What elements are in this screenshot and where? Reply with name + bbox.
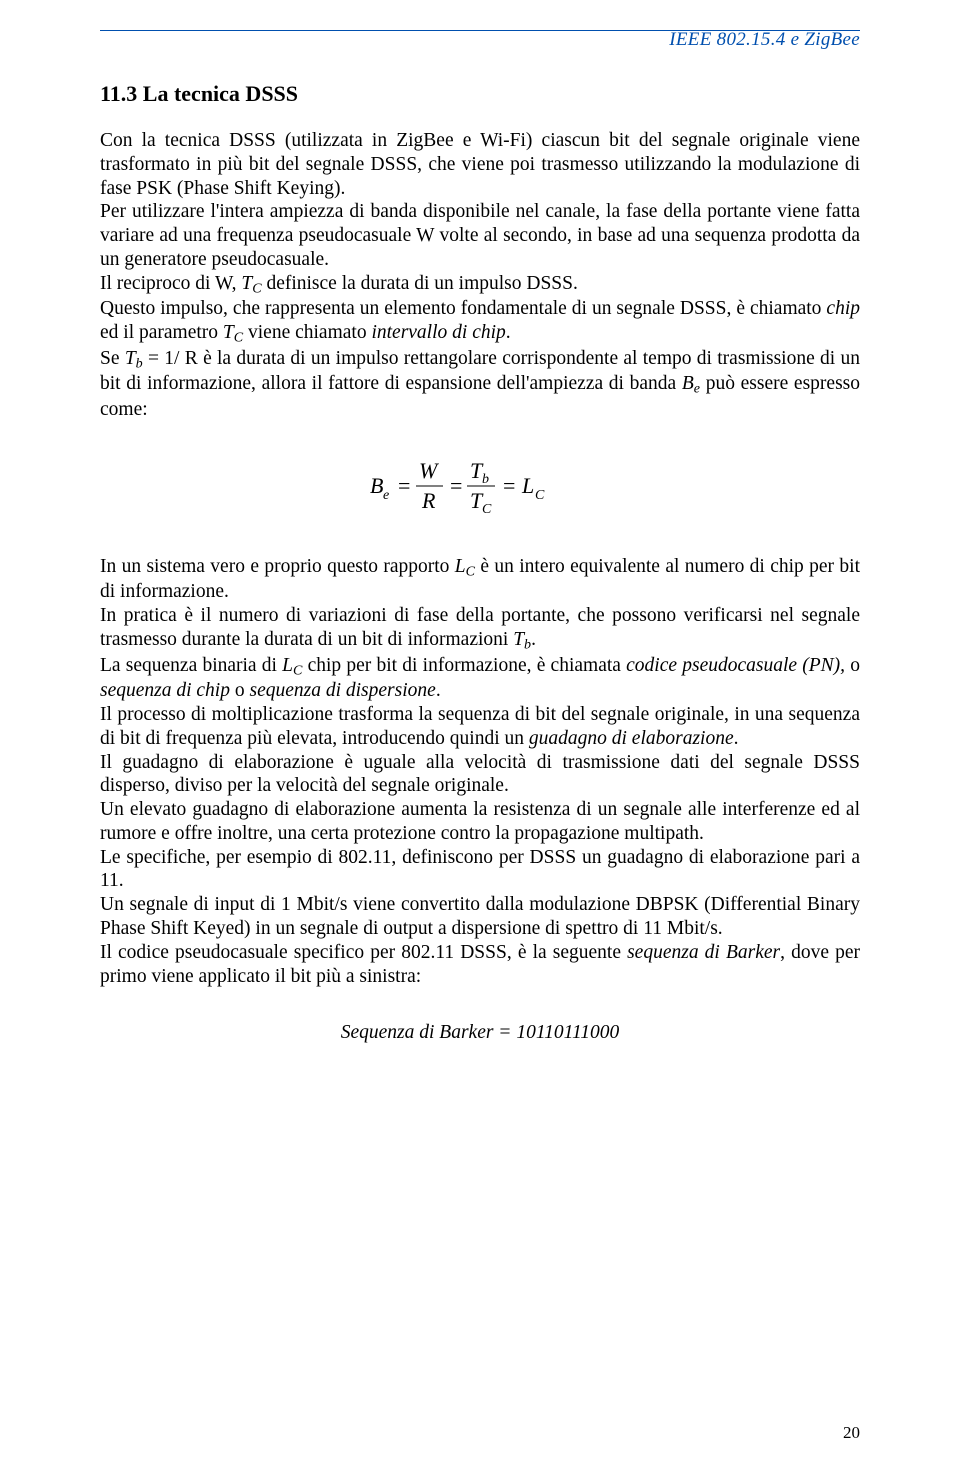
paragraph-11: Un elevato guadagno di elaborazione aume… <box>100 798 860 846</box>
header-label: IEEE 802.15.4 e ZigBee <box>100 29 860 51</box>
p4-text-b: ed il parametro <box>100 322 223 343</box>
p8-text-b: chip per bit di informazione, è chiamata <box>302 655 626 676</box>
formula-eq2: = <box>450 473 462 498</box>
p8-text-a: La sequenza binaria di <box>100 655 282 676</box>
section-heading: 11.3 La tecnica DSSS <box>100 81 860 107</box>
p4-intervallo: intervallo di chip <box>371 322 505 343</box>
var-Lc-2-sub: C <box>293 662 302 678</box>
p5-eq: = 1/ R <box>143 348 198 369</box>
formula-eq1: = <box>398 473 410 498</box>
p5-text-a: Se <box>100 348 125 369</box>
header-rule: IEEE 802.15.4 e ZigBee <box>100 30 860 51</box>
var-Tb-2-sub: b <box>524 636 531 652</box>
p9-text-a: Il processo di moltiplicazione trasforma… <box>100 704 860 749</box>
barker-sequence: Sequenza di Barker = 10110111000 <box>100 1022 860 1044</box>
var-Lc-2: L <box>282 655 293 676</box>
page-number: 20 <box>843 1423 860 1443</box>
var-Tb-sub: b <box>136 355 143 371</box>
p8-it3: sequenza di dispersione <box>249 680 435 701</box>
var-Tc: T <box>241 273 252 294</box>
p3-text-a: Il reciproco di W, <box>100 273 241 294</box>
p6-text-a: In un sistema vero e proprio questo rapp… <box>100 556 455 577</box>
paragraph-8: La sequenza binaria di LC chip per bit d… <box>100 654 860 703</box>
p4-text-c: viene chiamato <box>243 322 371 343</box>
paragraph-9: Il processo di moltiplicazione trasforma… <box>100 703 860 751</box>
paragraph-12: Le specifiche, per esempio di 802.11, de… <box>100 846 860 894</box>
document-page: IEEE 802.15.4 e ZigBee 11.3 La tecnica D… <box>0 0 960 1463</box>
display-formula: B e = W R = T b T C = L C <box>100 456 860 521</box>
p14-text-a: Il codice pseudocasuale specifico per 80… <box>100 942 627 963</box>
formula-Lc: L <box>521 473 534 498</box>
formula-svg: B e = W R = T b T C = L C <box>370 456 590 516</box>
var-Tb-2: T <box>513 629 524 650</box>
p4-text-d: . <box>506 322 511 343</box>
formula-Lc-sub: C <box>535 488 545 503</box>
p8-text-c: o <box>845 655 860 676</box>
paragraph-14: Il codice pseudocasuale specifico per 80… <box>100 941 860 989</box>
formula-R: R <box>421 488 436 513</box>
paragraph-13: Un segnale di input di 1 Mbit/s viene co… <box>100 893 860 941</box>
formula-Tc-sub: C <box>482 502 492 516</box>
p4-text-a: Questo impulso, che rappresenta un eleme… <box>100 298 826 319</box>
paragraph-2: Per utilizzare l'intera ampiezza di band… <box>100 200 860 271</box>
formula-W: W <box>419 458 439 483</box>
p7-text-b: . <box>531 629 536 650</box>
paragraph-3: Il reciproco di W, TC definisce la durat… <box>100 272 860 298</box>
formula-Be: B <box>370 473 383 498</box>
p3-text-b: definisce la durata di un impulso DSSS. <box>262 273 578 294</box>
formula-Be-sub: e <box>383 488 389 503</box>
var-Lc: L <box>455 556 466 577</box>
p9-it: guadagno di elaborazione <box>529 728 734 749</box>
p8-it1: codice pseudocasuale (PN), <box>626 655 845 676</box>
p8-text-d: o <box>230 680 250 701</box>
paragraph-7: In pratica è il numero di variazioni di … <box>100 604 860 653</box>
var-Tc-2: T <box>223 322 234 343</box>
paragraph-4: Questo impulso, che rappresenta un eleme… <box>100 297 860 346</box>
p8-it2: sequenza di chip <box>100 680 230 701</box>
paragraph-10: Il guadagno di elaborazione è uguale all… <box>100 751 860 799</box>
var-Tb: T <box>125 348 136 369</box>
p9-text-b: . <box>734 728 739 749</box>
formula-Tb-sub: b <box>482 472 489 487</box>
p4-chip: chip <box>826 298 860 319</box>
paragraph-1: Con la tecnica DSSS (utilizzata in ZigBe… <box>100 129 860 200</box>
var-Be: B <box>682 373 694 394</box>
paragraph-6: In un sistema vero e proprio questo rapp… <box>100 555 860 604</box>
p7-text-a: In pratica è il numero di variazioni di … <box>100 605 860 650</box>
var-Lc-sub: C <box>466 563 475 579</box>
var-Tc-2-sub: C <box>234 330 243 346</box>
var-Tc-sub: C <box>252 280 261 296</box>
paragraph-5: Se Tb = 1/ R è la durata di un impulso r… <box>100 347 860 422</box>
p8-text-e: . <box>436 680 441 701</box>
formula-eq3: = <box>503 473 515 498</box>
p14-it: sequenza di Barker <box>627 942 780 963</box>
